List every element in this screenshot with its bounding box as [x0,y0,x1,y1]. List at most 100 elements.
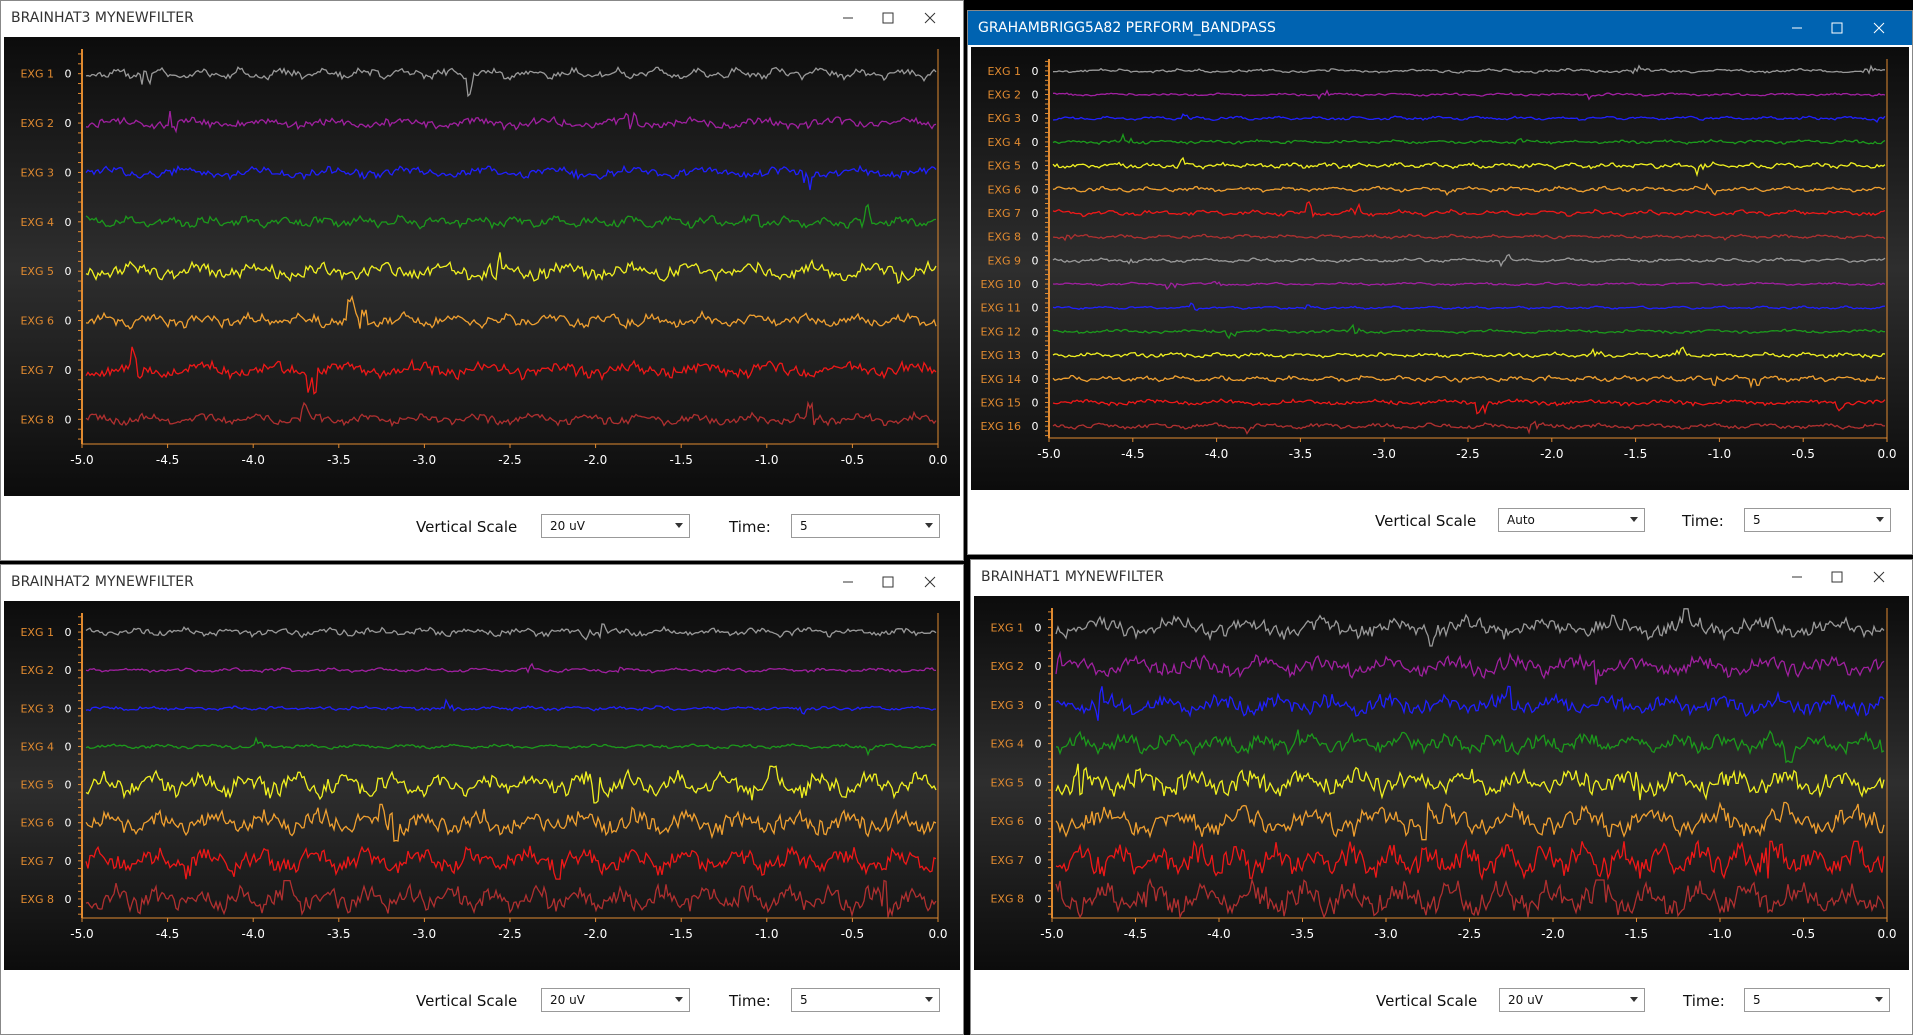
channel-label: EXG 7 [20,855,54,868]
dropdown-arrow [1876,517,1884,522]
x-tick-label: -4.0 [1205,447,1228,461]
x-tick-label: -3.0 [413,453,436,467]
channel-zero: 0 [65,855,72,868]
channel-label: EXG 5 [20,779,54,792]
window-buttons [843,576,936,588]
vertical-scale-select[interactable]: 20 uV [1499,988,1645,1012]
channel-label: EXG 4 [20,216,54,229]
channel-label: EXG 8 [20,413,54,426]
trace [85,736,937,757]
trace [85,164,937,191]
time-value: 5 [1753,993,1761,1007]
x-tick-label: -2.0 [1541,927,1564,941]
arrow [1630,517,1638,522]
channel-zero: 0 [65,265,72,278]
channel-zero: 0 [65,216,72,229]
x-tick-label: -1.5 [1625,927,1648,941]
channel-zero: 0 [1032,89,1039,102]
x-tick-label: -5.0 [70,927,93,941]
time-select[interactable]: 5 [791,988,940,1012]
close-button[interactable] [1873,571,1885,583]
trace [1052,113,1886,123]
x-tick-label: -5.0 [1037,447,1060,461]
channel-label: EXG 1 [20,626,54,639]
vertical-scale-select[interactable]: Auto [1498,508,1645,532]
x-tick-label: -3.0 [1374,927,1397,941]
maximize-button[interactable] [1831,22,1843,34]
trace [1055,877,1885,920]
dropdown-arrow [1875,997,1883,1002]
time-select[interactable]: 5 [1744,988,1890,1012]
vertical-scale-select[interactable]: 20 uV [541,988,690,1012]
trace [85,623,937,641]
trace [1055,608,1885,647]
channel-label: EXG 6 [990,815,1024,828]
channel-label: EXG 2 [20,664,54,677]
maximize-button[interactable] [882,576,894,588]
x-tick-label: -3.5 [327,453,350,467]
time-value: 5 [1753,513,1761,527]
time-select[interactable]: 5 [791,514,940,538]
vertical-scale-label: Vertical Scale [1375,512,1477,530]
x-tick-label: -0.5 [1792,927,1815,941]
x-tick-label: -3.5 [1291,927,1314,941]
x-tick-label: -1.5 [1624,447,1647,461]
channel-label: EXG 4 [987,136,1021,149]
channel-label: EXG 8 [990,893,1024,906]
arrow [675,997,683,1002]
time-select[interactable]: 5 [1744,508,1891,532]
trace [1052,253,1886,268]
dropdown-arrow [925,997,933,1002]
trace [85,845,937,880]
window-title: BRAINHAT3 MYNEWFILTER [11,10,194,26]
dropdown-arrow [675,523,683,528]
maximize-button[interactable] [1831,571,1843,583]
channel-label: EXG 4 [20,740,54,753]
channel-zero: 0 [1035,621,1042,634]
trace [1052,132,1886,146]
x-tick-label: -4.0 [241,453,264,467]
x-tick-label: -1.0 [755,453,778,467]
maximize-button[interactable] [882,12,894,24]
channel-label: EXG 7 [987,207,1021,220]
trace [1055,801,1885,841]
channel-zero: 0 [65,315,72,328]
trace [85,346,937,395]
time-label: Time: [729,992,771,1010]
x-tick-label: -0.5 [841,453,864,467]
channel-label: EXG 15 [980,396,1021,409]
close-button[interactable] [924,12,936,24]
close-button[interactable] [1873,22,1885,34]
x-tick-label: -4.5 [156,453,179,467]
trace [1052,280,1886,291]
title-bar: BRAINHAT1 MYNEWFILTER [971,560,1912,594]
channel-label: EXG 8 [20,893,54,906]
trace [1052,156,1886,178]
trace [85,252,937,285]
channel-zero: 0 [1035,815,1042,828]
channel-zero: 0 [1035,738,1042,751]
trace [1052,346,1886,359]
channel-label: EXG 13 [980,349,1021,362]
trace [85,66,937,98]
x-tick-label: -1.0 [755,927,778,941]
channel-zero: 0 [65,68,72,81]
channel-label: EXG 10 [980,278,1021,291]
close-button[interactable] [924,576,936,588]
channel-label: EXG 12 [980,325,1021,338]
channel-label: EXG 11 [980,302,1021,315]
title-bar: BRAINHAT3 MYNEWFILTER [1,1,963,35]
x-tick-label: -2.0 [584,453,607,467]
trace [85,662,937,674]
x-tick-label: -2.5 [498,927,521,941]
channel-zero: 0 [65,893,72,906]
x-tick-label: -5.0 [1040,927,1063,941]
x-tick-label: -4.0 [1207,927,1230,941]
channel-zero: 0 [65,626,72,639]
x-tick-label: -4.5 [1121,447,1144,461]
channel-label: EXG 7 [20,364,54,377]
vertical-scale-select[interactable]: 20 uV [541,514,690,538]
